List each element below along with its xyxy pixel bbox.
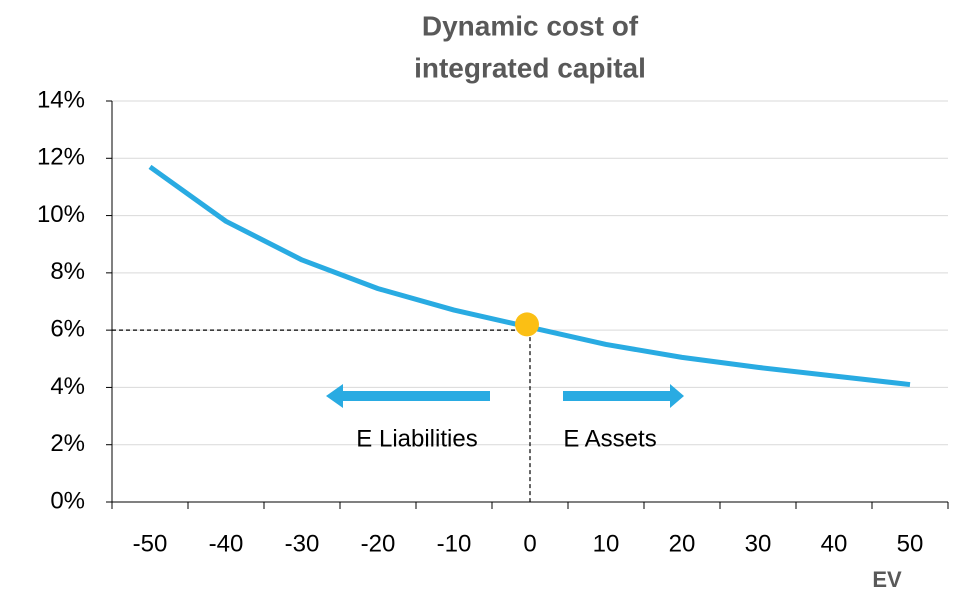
- x-tick-label: 0: [523, 530, 536, 557]
- chart-title: integrated capital: [414, 52, 646, 83]
- y-tick-label: 12%: [37, 144, 85, 171]
- y-tick-label: 10%: [37, 201, 85, 228]
- x-tick-label: -30: [285, 530, 320, 557]
- y-tick-label: 14%: [37, 86, 85, 113]
- x-axis-label: EV: [872, 567, 902, 592]
- x-tick-label: 10: [593, 530, 620, 557]
- marker-point: [515, 312, 539, 337]
- annotation: E Assets: [563, 425, 656, 452]
- x-tick-label: -20: [361, 530, 396, 557]
- y-tick-label: 2%: [50, 430, 85, 457]
- x-tick-label: -40: [209, 530, 244, 557]
- y-tick-label: 4%: [50, 373, 85, 400]
- x-tick-label: -10: [437, 530, 472, 557]
- chart-title: Dynamic cost of: [422, 10, 639, 41]
- annotation: E Liabilities: [356, 425, 477, 452]
- y-tick-label: 8%: [50, 258, 85, 285]
- x-tick-label: 30: [745, 530, 772, 557]
- x-tick-label: -50: [133, 530, 168, 557]
- y-tick-label: 6%: [50, 315, 85, 342]
- plot: [112, 164, 911, 502]
- x-tick-label: 20: [669, 530, 696, 557]
- right-arrow: [563, 384, 684, 408]
- left-arrow: [326, 384, 490, 408]
- y-tick-label: 0%: [50, 487, 85, 514]
- x-tick-label: 50: [897, 530, 924, 557]
- x-tick-label: 40: [821, 530, 848, 557]
- grid: [106, 100, 949, 509]
